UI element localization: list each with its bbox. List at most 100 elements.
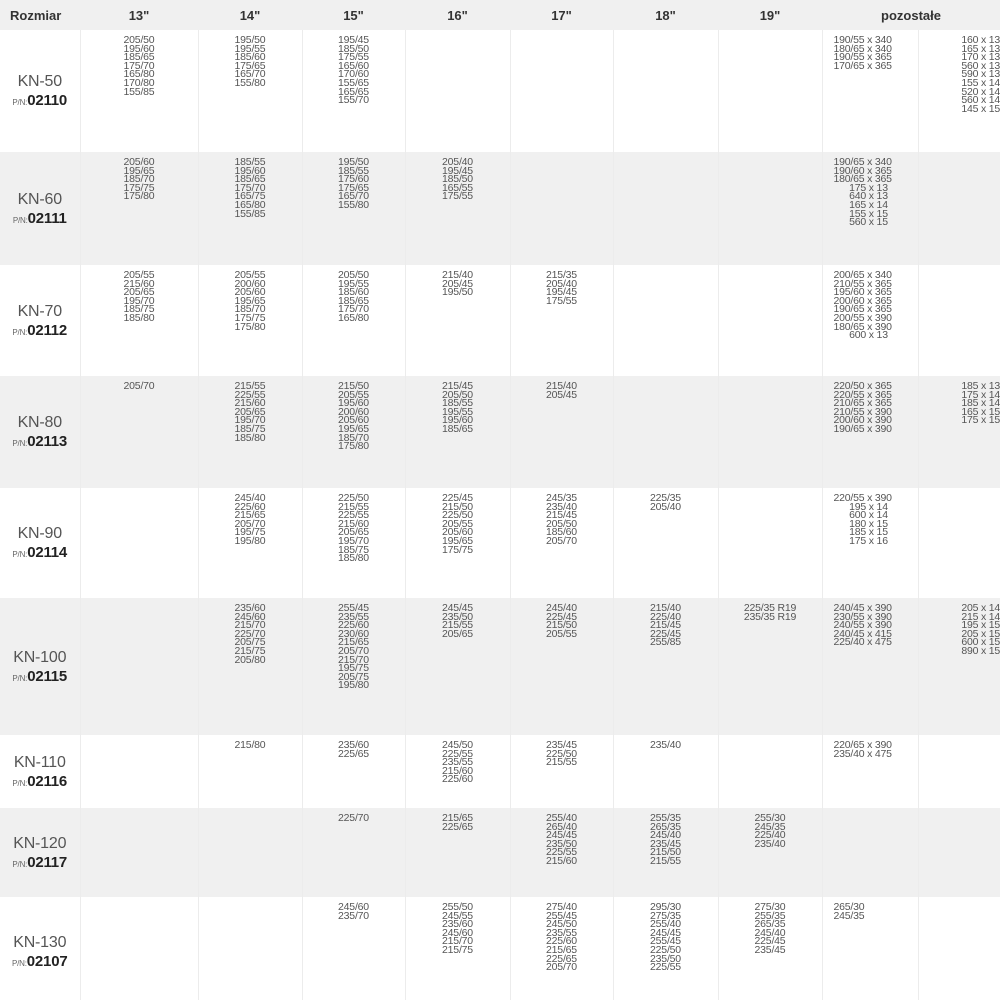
tire-size: 215/60	[234, 397, 266, 410]
table-row: KN-130 P/N:02107 245/60 235/70 255/50 245/55 2…	[0, 897, 1000, 1000]
tire-size: 235/35 R19	[743, 610, 797, 623]
tire-size: 180 x 15	[849, 517, 888, 530]
size-cell	[404, 30, 510, 152]
tire-size: 600 x 13	[849, 329, 888, 342]
part-number-value: 02112	[27, 321, 68, 339]
size-cell: 205/70	[79, 376, 198, 488]
tire-size: 255/50	[442, 901, 473, 913]
tire-size: 190/65 x 365	[833, 303, 893, 316]
size-cell	[79, 808, 198, 897]
tire-size: 185/50	[442, 173, 473, 186]
model-cell: KN-50 P/N:02110	[0, 30, 80, 152]
part-number-value: 02115	[27, 667, 68, 685]
size-cell	[821, 808, 918, 897]
tire-size: 165/80	[123, 68, 155, 81]
tire-size: 215/65	[234, 509, 266, 522]
part-number-label: P/N:	[12, 859, 28, 869]
tire-size: 185/70	[123, 173, 155, 186]
tire-size: 215/45	[650, 619, 681, 632]
part-number: P/N:02116	[0, 773, 80, 790]
tire-size: 215/70	[338, 653, 369, 666]
tire-size: 275/35	[650, 909, 681, 922]
tire-size: 175/75	[123, 181, 155, 194]
tire-size: 210/55 x 365	[833, 277, 893, 290]
tire-size: 195/45	[442, 164, 473, 177]
tire-size: 205/50	[123, 34, 155, 46]
tire-size: 215/65	[338, 636, 369, 649]
size-cell	[717, 376, 822, 488]
tire-size: 175/80	[234, 320, 266, 333]
tire-size: 215/60	[338, 517, 369, 530]
tire-size: 255/45	[650, 935, 681, 948]
tire-size: 255/40	[546, 812, 577, 824]
tire-size: 175/55	[338, 51, 369, 64]
tire-size: 235/40 x 475	[833, 747, 893, 760]
model-name: KN-100	[13, 648, 67, 666]
part-number-value: 02117	[27, 853, 68, 871]
column-header: 14"	[198, 0, 302, 30]
tire-size: 225/60	[442, 773, 473, 786]
tire-size: 205/70	[123, 380, 155, 392]
tire-size: 245/50	[546, 918, 577, 931]
tire-size: 225/65	[546, 952, 577, 965]
model-cell: KN-130 P/N:02107	[0, 897, 80, 1000]
tire-size: 200/65 x 340	[833, 269, 893, 281]
part-number: P/N:02110	[0, 92, 80, 109]
tire-size: 225/45	[650, 627, 681, 640]
model-cell: KN-90 P/N:02114	[0, 488, 80, 598]
size-cell: 245/45 235/50 215/55 205/65	[404, 598, 510, 735]
size-cell: 265/30 245/35	[821, 897, 918, 1000]
tire-size: 235/45	[754, 943, 786, 956]
column-header: 18"	[613, 0, 718, 30]
tire-size: 175/70	[338, 303, 369, 316]
tire-size: 225/50	[650, 943, 681, 956]
size-cell: 190/65 x 340 190/60 x 365 180/65 x 365 175 …	[821, 152, 918, 265]
tire-size: 195/55	[338, 277, 369, 290]
tire-size: 215/55	[650, 854, 681, 867]
tire-size: 220/55 x 365	[833, 388, 893, 401]
tire-size: 195/60	[442, 414, 473, 427]
size-cell: 235/40	[612, 735, 718, 808]
tire-size: 175 x 14	[961, 388, 1000, 401]
size-cell: 160 x 13 165 x 13 170 x 13 560 x 13 590 x 13…	[917, 30, 1000, 152]
tire-size: 165/80	[234, 198, 266, 211]
tire-size: 255/45	[546, 909, 577, 922]
table-row: KN-110 P/N:02116 215/80 235/60 225/65 245/50 2…	[0, 735, 1000, 808]
size-cell: 225/70	[301, 808, 405, 897]
tire-size: 205/50	[546, 517, 577, 530]
part-number: P/N:02107	[0, 953, 80, 970]
size-cell: 205/60 195/65 185/70 175/75 175/80	[79, 152, 198, 265]
tire-size: 245/40	[546, 602, 577, 614]
tire-size: 220/50 x 365	[833, 380, 893, 392]
tire-size: 215/55	[442, 619, 473, 632]
tire-size: 155 x 15	[849, 207, 888, 220]
tire-size: 195/60	[234, 164, 266, 177]
tire-size: 245/35	[754, 820, 786, 833]
tire-size: 255/35	[650, 812, 681, 824]
tire-size: 170/65 x 365	[833, 59, 893, 72]
tire-size: 205/60	[338, 414, 369, 427]
tire-size: 235/55	[338, 610, 369, 623]
tire-size: 235/60	[442, 918, 473, 931]
tire-size: 210/65 x 365	[833, 397, 893, 410]
tire-size: 215/55	[234, 380, 266, 392]
tire-size: 235/50	[546, 837, 577, 850]
size-cell	[79, 897, 198, 1000]
size-cell	[509, 152, 613, 265]
tire-size: 190/65 x 390	[833, 422, 893, 435]
tire-size: 215/65	[546, 943, 577, 956]
size-cell	[717, 265, 822, 376]
tire-size: 205 x 14	[961, 602, 1000, 614]
tire-size: 560 x 14	[961, 94, 1000, 107]
tire-size: 180/65 x 390	[833, 320, 893, 333]
tire-size: 175 x 13	[849, 181, 888, 194]
size-cell	[917, 265, 1000, 376]
tire-size: 185/65	[338, 294, 369, 307]
tire-size: 225/50	[338, 492, 369, 504]
column-header: 15"	[302, 0, 405, 30]
model-cell: KN-60 P/N:02111	[0, 152, 80, 265]
tire-size: 245/45	[546, 829, 577, 842]
table-row: KN-90 P/N:02114 245/40 225/60 215/65 205/70 19…	[0, 488, 1000, 598]
tire-size: 175/80	[338, 440, 369, 453]
part-number-label: P/N:	[12, 327, 28, 337]
